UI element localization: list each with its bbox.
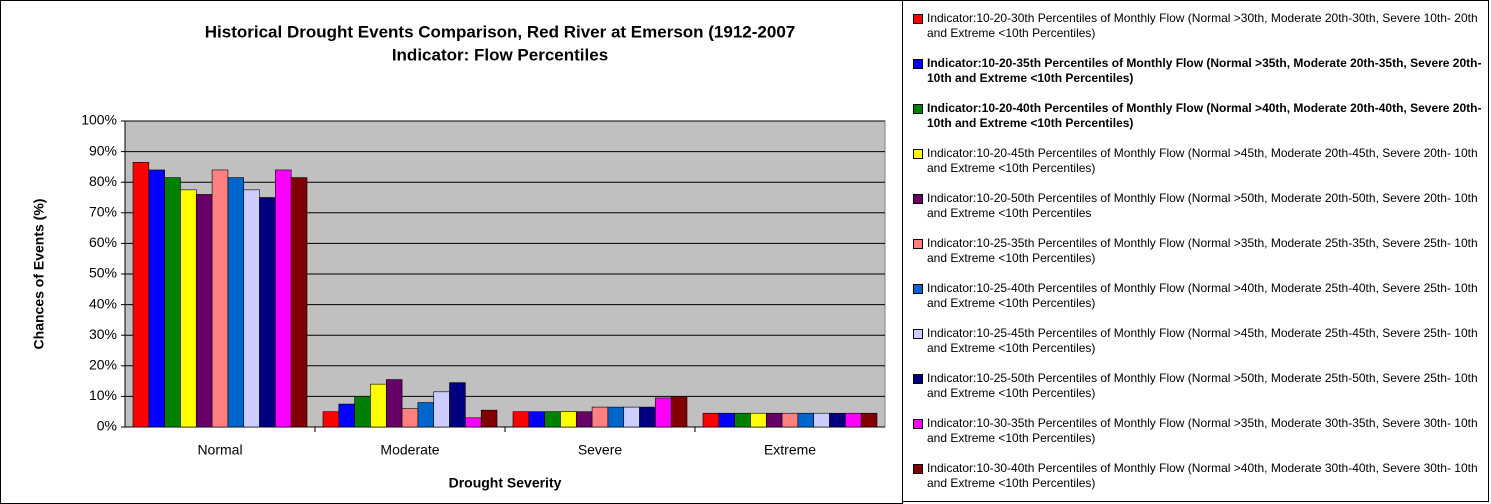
legend-swatch	[913, 329, 923, 340]
legend-label: Indicator:10-20-40th Percentiles of Mont…	[927, 100, 1482, 130]
legend-label: Indicator:10-25-45th Percentiles of Mont…	[927, 326, 1478, 356]
bar	[243, 189, 260, 428]
bar	[560, 411, 577, 428]
bar	[750, 412, 767, 428]
bar	[211, 169, 229, 428]
bar	[480, 409, 498, 428]
y-tick-label: 40%	[89, 295, 117, 311]
bar	[797, 412, 815, 428]
legend-entry: Indicator:10-20-40th Percentiles of Mont…	[913, 101, 1484, 131]
bar	[575, 411, 593, 428]
bar	[259, 197, 276, 428]
legend-entry: Indicator:10-25-50th Percentiles of Mont…	[913, 371, 1484, 401]
bar	[465, 417, 482, 428]
bar	[734, 412, 751, 428]
legend-entry: Indicator:10-20-50th Percentiles of Mont…	[913, 191, 1484, 221]
y-tick-label: 90%	[89, 142, 117, 158]
bar	[401, 408, 419, 428]
y-tick-label: 10%	[89, 387, 117, 403]
chart-title: Historical Drought Events Comparison, Re…	[205, 22, 795, 41]
bar	[544, 411, 561, 428]
bar	[148, 169, 165, 428]
legend-entry: Indicator:10-20-30th Percentiles of Mont…	[913, 11, 1484, 41]
y-tick-label: 100%	[81, 112, 117, 128]
legend-label: Indicator:10-30-35th Percentiles of Mont…	[927, 416, 1478, 446]
bar	[765, 412, 783, 428]
bar	[623, 406, 640, 428]
x-tick-label: Extreme	[764, 442, 816, 458]
legend-entry: Indicator:10-25-40th Percentiles of Mont…	[913, 281, 1484, 311]
bar	[813, 412, 830, 428]
bar	[528, 411, 545, 428]
bar	[449, 382, 466, 428]
x-tick-label: Moderate	[380, 442, 439, 458]
bar	[655, 397, 672, 428]
bar	[829, 412, 846, 428]
bar	[512, 411, 530, 428]
bar	[195, 194, 213, 428]
y-tick-label: 0%	[97, 418, 117, 434]
y-tick-label: 50%	[89, 265, 117, 281]
bar	[607, 406, 625, 428]
legend-swatch	[913, 464, 923, 475]
legend-entry: Indicator:10-30-35th Percentiles of Mont…	[913, 416, 1484, 446]
legend-label: Indicator:10-25-50th Percentiles of Mont…	[927, 371, 1478, 401]
bar	[591, 406, 609, 428]
legend-entry: Indicator:10-20-35th Percentiles of Mont…	[913, 56, 1484, 86]
legend-swatch	[913, 374, 923, 385]
y-tick-label: 60%	[89, 234, 117, 250]
y-tick-label: 20%	[89, 357, 117, 373]
bar	[322, 411, 340, 428]
bar	[860, 412, 878, 428]
bar	[354, 396, 371, 428]
legend-entry: Indicator:10-30-40th Percentiles of Mont…	[913, 461, 1484, 491]
y-axis-label: Chances of Events (%)	[31, 199, 47, 350]
bar	[132, 162, 150, 428]
legend-swatch	[913, 193, 923, 204]
bar	[227, 177, 245, 428]
legend-label: Indicator:10-20-50th Percentiles of Mont…	[927, 190, 1478, 220]
bar	[702, 412, 720, 428]
y-tick-label: 30%	[89, 326, 117, 342]
legend-label: Indicator:10-20-45th Percentiles of Mont…	[927, 145, 1478, 175]
y-tick-label: 70%	[89, 204, 117, 220]
legend-label: Indicator:10-25-35th Percentiles of Mont…	[927, 235, 1478, 265]
bar	[385, 379, 403, 428]
bar	[180, 189, 197, 428]
bar	[433, 391, 450, 428]
legend-swatch	[913, 419, 923, 430]
x-tick-label: Severe	[578, 442, 623, 458]
legend-label: Indicator:10-20-35th Percentiles of Mont…	[927, 55, 1482, 85]
legend-swatch	[913, 13, 923, 24]
bar	[164, 177, 181, 428]
bar	[275, 169, 292, 428]
legend-swatch	[913, 148, 923, 159]
y-tick-label: 80%	[89, 173, 117, 189]
legend-swatch	[913, 103, 923, 114]
bar	[370, 383, 387, 428]
legend: Indicator:10-20-30th Percentiles of Mont…	[902, 0, 1489, 502]
bar	[781, 412, 799, 428]
x-tick-label: Normal	[197, 442, 242, 458]
legend-swatch	[913, 284, 923, 294]
legend-label: Indicator:10-30-40th Percentiles of Mont…	[927, 461, 1478, 491]
bar	[290, 177, 308, 428]
legend-entry: Indicator:10-25-35th Percentiles of Mont…	[913, 236, 1484, 266]
legend-entry: Indicator:10-20-45th Percentiles of Mont…	[913, 146, 1484, 176]
bar	[718, 412, 735, 428]
legend-label: Indicator:10-25-40th Percentiles of Mont…	[927, 281, 1478, 310]
bar	[670, 396, 688, 428]
x-axis-label: Drought Severity	[449, 475, 562, 491]
legend-swatch	[913, 58, 923, 69]
bar	[639, 406, 656, 428]
legend-label: Indicator:10-20-30th Percentiles of Mont…	[927, 10, 1478, 40]
bar	[417, 402, 435, 428]
legend-swatch	[913, 238, 923, 249]
chart-subtitle: Indicator: Flow Percentiles	[392, 45, 608, 64]
bar	[338, 403, 355, 428]
bar	[845, 412, 862, 428]
legend-entry: Indicator:10-25-45th Percentiles of Mont…	[913, 326, 1484, 356]
